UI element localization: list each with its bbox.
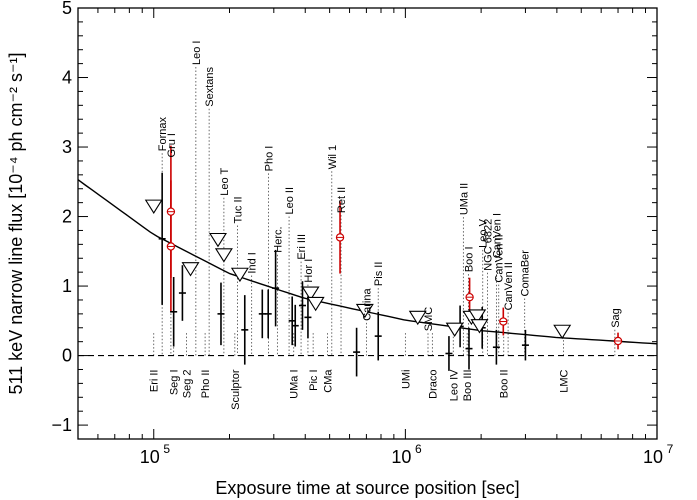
upper-limit-cma (308, 297, 324, 310)
x-tick-exponent: 5 (163, 442, 170, 456)
label-seg-2: Seg 2 (182, 369, 194, 398)
x-axis-title: Exposure time at source position [sec] (215, 478, 519, 498)
label-comaber: ComaBer (520, 250, 532, 297)
label-uma-i: UMa I (289, 369, 301, 398)
label-pho-i: Pho I (264, 146, 276, 172)
guide-lines (154, 67, 615, 356)
label-lmc: LMC (558, 369, 570, 392)
y-tick-label: −1 (51, 415, 72, 435)
label-boo-iii: Boo III (462, 369, 474, 401)
y-tick-label: 1 (62, 276, 72, 296)
label-sculptor: Sculptor (230, 369, 242, 410)
label-cma: CMa (322, 369, 334, 393)
label-leo-iv: Leo IV (448, 369, 460, 401)
x-tick-label: 10 (391, 447, 411, 467)
label-carina: Carina (361, 288, 373, 321)
label-sag: Sag (610, 308, 622, 328)
upper-limit-tuc-ii (216, 249, 232, 262)
y-tick-label: 5 (62, 0, 72, 18)
upper-limit-lmc (554, 325, 570, 338)
label-boo-i: Boo I (463, 246, 475, 272)
label-pic-i: Pic I (308, 369, 320, 390)
label-pis-ii: Pis II (373, 262, 385, 286)
x-tick-exponent: 6 (415, 442, 422, 456)
label-umi: UMi (400, 369, 412, 389)
y-tick-label: 0 (62, 346, 72, 366)
label-smc: SMC (423, 307, 435, 332)
label-leo-i: Leo I (191, 41, 203, 65)
label-uma-ii: UMa II (458, 183, 470, 215)
label-ret-ii: Ret II (336, 187, 348, 213)
label-leo-t: Leo T (219, 167, 231, 195)
x-tick-label: 10 (140, 447, 160, 467)
label-leo-ii: Leo II (284, 187, 296, 215)
label-eri-ii: Eri II (149, 369, 161, 392)
y-tick-label: 2 (62, 207, 72, 227)
label-canven-ii: CanVen II (503, 262, 515, 310)
label-boo-ii: Boo II (499, 369, 511, 398)
label-tuc-ii: Tuc II (232, 196, 244, 223)
label-seg-i: Seg I (169, 369, 181, 395)
data-points (159, 208, 622, 353)
label-wil-1: Wil 1 (327, 145, 339, 169)
y-axis-title: 511 keV narrow line flux [10⁻⁴ ph cm⁻² s… (6, 52, 26, 394)
x-tick-label: 10 (643, 447, 663, 467)
label-ind-i: Ind I (247, 252, 259, 273)
label-gru-i: Gru I (166, 133, 178, 157)
label-sextans: Sextans (204, 66, 216, 106)
label-draco: Draco (427, 369, 439, 398)
label-pho-ii: Pho II (200, 369, 212, 398)
y-tick-label: 3 (62, 137, 72, 157)
label-hor-i: Hor I (303, 259, 315, 283)
label-herc: Herc. (272, 226, 284, 252)
label-eri-iii: Eri III (296, 234, 308, 260)
upper-limit-eri-ii (146, 200, 162, 213)
x-tick-exponent: 7 (667, 442, 674, 456)
y-tick-label: 4 (62, 68, 72, 88)
